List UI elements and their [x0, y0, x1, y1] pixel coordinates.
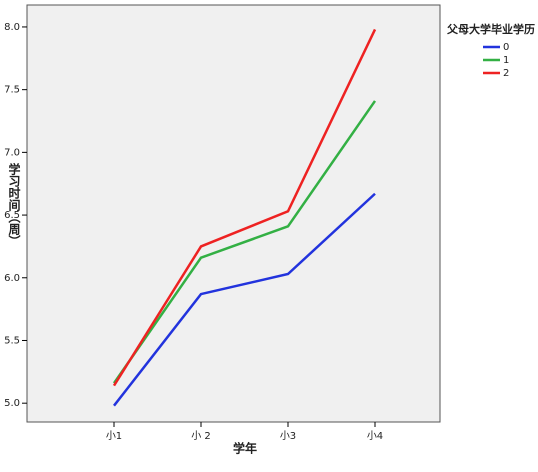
legend-label: 1: [503, 55, 509, 66]
legend-title: 父母大学毕业学历: [446, 22, 535, 36]
x-tick-label: 小1: [106, 430, 122, 442]
plot-area: [26, 4, 441, 423]
series-line: [112, 28, 377, 387]
y-tick-label: 6.5: [4, 210, 20, 221]
y-tick-label: 6.0: [4, 273, 20, 284]
series-line: [113, 192, 376, 407]
y-tick-label: 7.0: [4, 147, 20, 158]
y-axis-title: 学习时间（周）: [7, 162, 21, 247]
y-tick-label: 8.0: [4, 22, 20, 33]
x-axis-title: 学年: [233, 441, 257, 456]
x-tick-label: 小3: [280, 430, 296, 442]
legend-label: 2: [503, 68, 509, 79]
y-tick-label: 7.5: [4, 85, 20, 96]
y-tick-label: 5.0: [4, 398, 20, 409]
legend-label: 0: [503, 42, 509, 53]
x-tick-label: 小 2: [191, 430, 211, 442]
x-tick-label: 小4: [367, 430, 383, 442]
series-line: [112, 100, 377, 384]
y-tick-label: 5.5: [4, 335, 20, 346]
